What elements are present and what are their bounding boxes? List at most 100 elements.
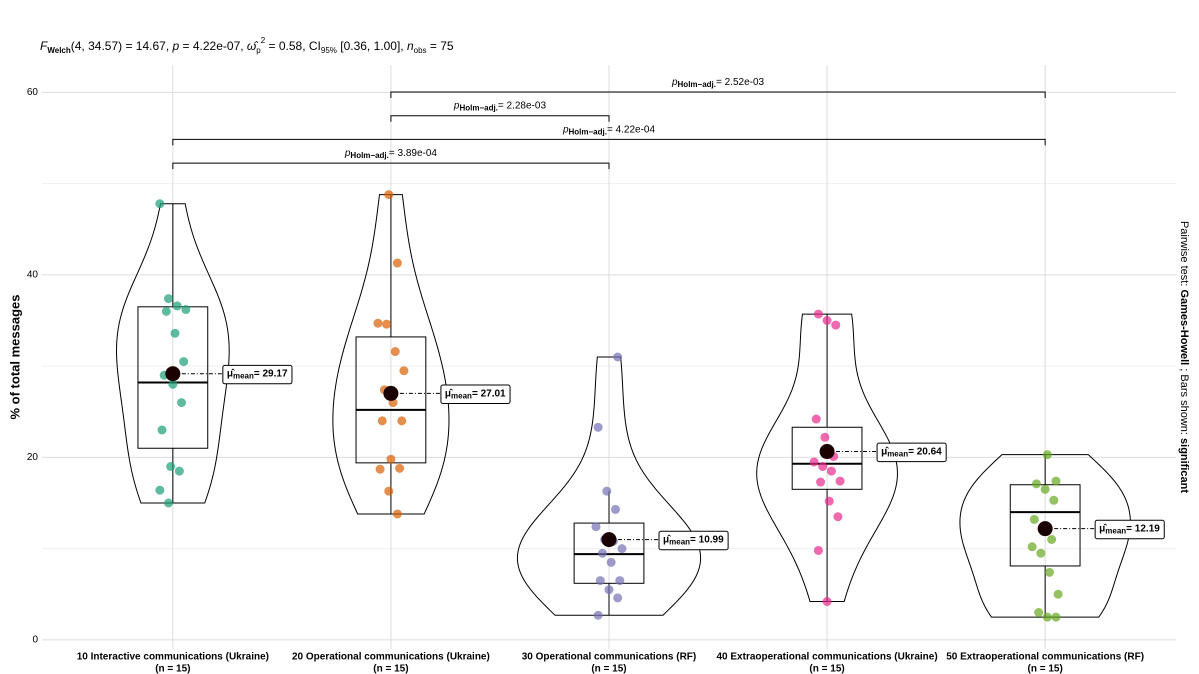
- point: [392, 509, 402, 519]
- subtitle-part: = 4.22e-07,: [179, 39, 247, 53]
- mean-label: μ̂mean= 12.19: [1099, 523, 1160, 535]
- point: [591, 522, 601, 532]
- mean-point: [383, 385, 399, 401]
- subtitle-part: (4, 34.57) = 14.67,: [71, 39, 173, 53]
- bracket-label: pHolm−adj.= 4.22e-04: [562, 124, 656, 136]
- point: [611, 504, 620, 514]
- x-tick-label: 30 Operational communications (RF): [522, 652, 696, 663]
- p-symbol: p: [562, 124, 569, 135]
- point: [602, 486, 612, 496]
- point: [1042, 450, 1052, 460]
- point: [172, 301, 182, 311]
- subtitle: FWelch(4, 34.57) = 14.67, p = 4.22e-07, …: [40, 36, 454, 55]
- caption-part: significant: [1178, 438, 1190, 493]
- point: [606, 557, 616, 567]
- mean-value-label: = 27.01: [472, 388, 506, 399]
- violin: [959, 454, 1131, 618]
- point: [1027, 542, 1037, 552]
- point: [164, 294, 174, 304]
- bracket-label: pHolm−adj.= 2.28e-03: [453, 100, 547, 112]
- x-tick-n-label: (n = 15): [1028, 664, 1063, 674]
- mean-point: [819, 444, 835, 460]
- point: [161, 306, 171, 316]
- mean-label-box: [1094, 519, 1165, 540]
- violin: [516, 356, 702, 616]
- mean-label: μ̂mean= 10.99: [663, 534, 724, 546]
- mean-value-label: = 29.17: [254, 368, 288, 379]
- point: [613, 352, 623, 362]
- point: [826, 466, 836, 476]
- bracket-label: pHolm−adj.= 2.52e-03: [671, 77, 765, 89]
- point: [831, 320, 841, 330]
- point: [155, 199, 165, 209]
- point: [593, 610, 603, 620]
- point: [174, 466, 184, 476]
- p-value: = 4.22e-04: [607, 124, 656, 135]
- point: [373, 318, 383, 328]
- mean-subscript: mean: [1105, 527, 1126, 536]
- violin: [756, 313, 898, 603]
- mean-label-box: [876, 442, 947, 463]
- x-tick-n-label: (n = 15): [809, 664, 844, 674]
- point: [1029, 514, 1039, 524]
- point: [1040, 484, 1050, 494]
- mean-label: μ̂mean= 20.64: [881, 446, 942, 458]
- x-tick-n-label: (n = 15): [591, 664, 626, 674]
- point: [835, 476, 845, 486]
- caption: Pairwise test: Games-Howell ; Bars shown…: [1178, 221, 1190, 493]
- subtitle-part: n: [407, 39, 414, 53]
- bracket: [172, 162, 610, 170]
- subtitle-part: 2: [261, 36, 266, 45]
- point: [164, 498, 174, 508]
- box: [791, 426, 863, 490]
- caption-part: Games-Howell: [1178, 289, 1190, 365]
- violin: [332, 194, 450, 515]
- subtitle-part: Welch: [47, 46, 71, 55]
- y-tick-label: 0: [32, 635, 38, 646]
- point: [1044, 567, 1054, 577]
- subtitle-part: ω̂: [247, 39, 258, 53]
- p-symbol: p: [344, 148, 351, 159]
- subtitle-part: F: [40, 39, 48, 53]
- point: [1049, 495, 1059, 505]
- point: [155, 485, 165, 495]
- mean-symbol: μ̂: [445, 388, 453, 399]
- point: [384, 486, 394, 496]
- point: [822, 316, 832, 325]
- y-tick-label: 40: [27, 270, 39, 281]
- point: [604, 585, 614, 595]
- mean-point: [1037, 521, 1053, 537]
- point: [813, 309, 823, 319]
- caption-part: ; Bars shown:: [1178, 365, 1190, 438]
- mean-label: μ̂mean= 29.17: [227, 368, 288, 380]
- mean-subscript: mean: [887, 450, 908, 459]
- point: [617, 544, 627, 554]
- point: [833, 512, 843, 522]
- x-tick-label: 20 Operational communications (Ukraine): [292, 652, 490, 663]
- point: [809, 457, 819, 467]
- point: [399, 366, 409, 376]
- point: [177, 398, 187, 408]
- y-tick-label: 20: [27, 452, 39, 463]
- mean-subscript: mean: [669, 538, 690, 547]
- point: [166, 462, 176, 471]
- x-tick-n-label: (n = 15): [373, 664, 408, 674]
- subtitle-part: = 75: [427, 39, 454, 53]
- point: [168, 379, 178, 389]
- point: [593, 422, 603, 432]
- y-tick-label: 60: [27, 87, 39, 98]
- point: [1036, 548, 1046, 558]
- mean-subscript: mean: [233, 372, 254, 381]
- point: [1051, 612, 1061, 622]
- p-value: = 3.89e-04: [389, 148, 438, 159]
- mean-label-box: [440, 384, 511, 405]
- point: [1034, 608, 1044, 617]
- point: [1042, 612, 1052, 622]
- point: [386, 454, 396, 464]
- point: [813, 545, 823, 555]
- point: [598, 548, 607, 558]
- p-value: = 2.52e-03: [716, 77, 765, 88]
- point: [820, 432, 830, 442]
- subtitle-part: 95%: [321, 46, 337, 55]
- point: [377, 416, 387, 426]
